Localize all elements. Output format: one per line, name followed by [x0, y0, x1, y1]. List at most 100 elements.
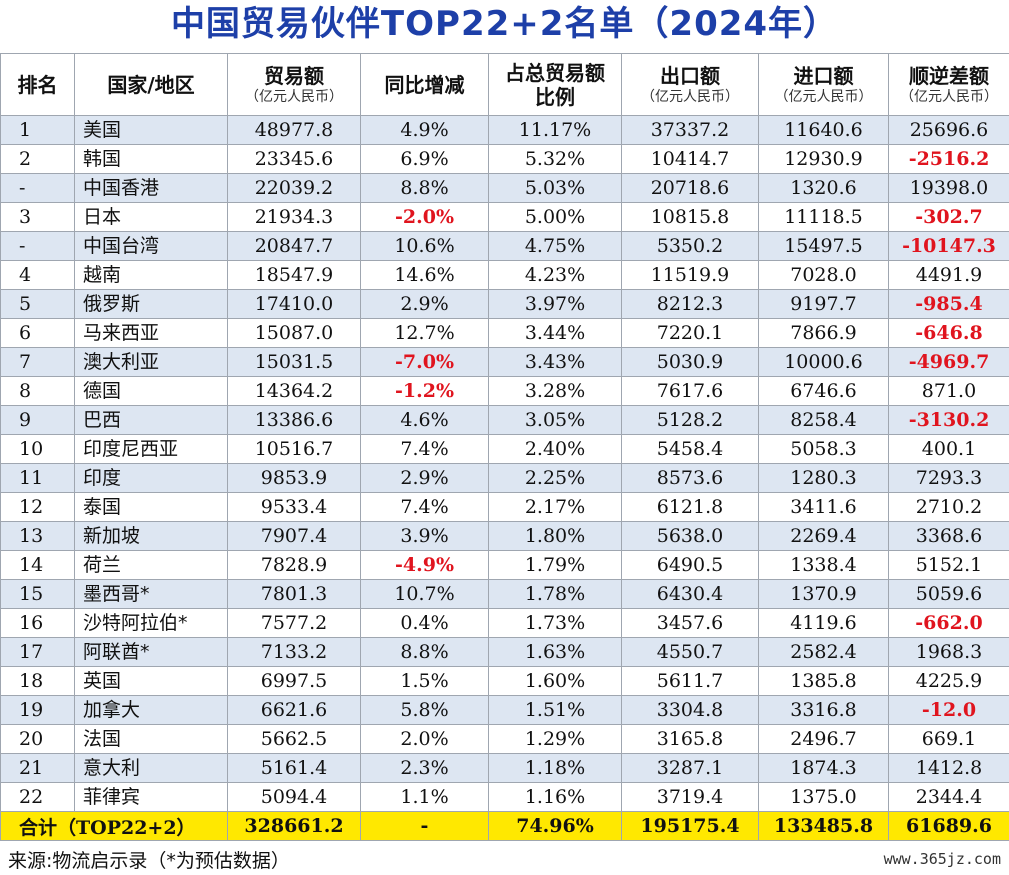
cell-share: 1.63% [488, 637, 622, 667]
cell-import: 2269.4 [758, 521, 889, 551]
cell-yoy: 2.9% [360, 463, 489, 493]
cell-import: 15497.5 [758, 231, 889, 261]
cell-export: 5638.0 [621, 521, 759, 551]
table-row: 22 菲律宾 5094.4 1.1% 1.16% 3719.4 1375.0 2344.4 [0, 782, 1009, 812]
cell-import: 4119.6 [758, 608, 889, 638]
source-note: 来源:物流启示录（*为预估数据） [8, 850, 290, 872]
cell-balance: -4969.7 [888, 347, 1009, 377]
table-row: 14 荷兰 7828.9 -4.9% 1.79% 6490.5 1338.4 5152.1 [0, 550, 1009, 580]
table-row: 13 新加坡 7907.4 3.9% 1.80% 5638.0 2269.4 3368.6 [0, 521, 1009, 551]
cell-export: 8573.6 [621, 463, 759, 493]
cell-export: 11519.9 [621, 260, 759, 290]
cell-balance: 5152.1 [888, 550, 1009, 580]
cell-share: 1.51% [488, 695, 622, 725]
cell-trade: 15031.5 [227, 347, 361, 377]
cell-import: 7866.9 [758, 318, 889, 348]
total-share: 74.96% [488, 811, 622, 841]
cell-yoy: -4.9% [360, 550, 489, 580]
cell-rank: 13 [0, 521, 75, 551]
total-yoy: - [360, 811, 489, 841]
cell-import: 11640.6 [758, 115, 889, 145]
cell-export: 3719.4 [621, 782, 759, 812]
total-trade: 328661.2 [227, 811, 361, 841]
cell-name: 意大利 [74, 753, 228, 783]
cell-import: 2496.7 [758, 724, 889, 754]
cell-share: 4.23% [488, 260, 622, 290]
page-title: 中国贸易伙伴TOP22+2名单（2024年） [170, 4, 839, 44]
header-trade: 贸易额 （亿元人民币） [227, 53, 361, 116]
cell-trade: 20847.7 [227, 231, 361, 261]
table-row: 6 马来西亚 15087.0 12.7% 3.44% 7220.1 7866.9 -646.8 [0, 318, 1009, 348]
cell-rank: 3 [0, 202, 75, 232]
cell-share: 3.05% [488, 405, 622, 435]
cell-yoy: 7.4% [360, 434, 489, 464]
cell-name: 加拿大 [74, 695, 228, 725]
cell-name: 英国 [74, 666, 228, 696]
cell-trade: 6621.6 [227, 695, 361, 725]
cell-export: 20718.6 [621, 173, 759, 203]
cell-trade: 17410.0 [227, 289, 361, 319]
cell-rank: - [0, 231, 75, 261]
table-row: - 中国台湾 20847.7 10.6% 4.75% 5350.2 15497.5 -1014… [0, 231, 1009, 261]
cell-yoy: 7.4% [360, 492, 489, 522]
cell-yoy: 4.9% [360, 115, 489, 145]
cell-balance: -3130.2 [888, 405, 1009, 435]
cell-share: 2.25% [488, 463, 622, 493]
table-row: 17 阿联酋* 7133.2 8.8% 1.63% 4550.7 2582.4 1968.3 [0, 637, 1009, 667]
cell-export: 3287.1 [621, 753, 759, 783]
cell-trade: 13386.6 [227, 405, 361, 435]
header-rank: 排名 [0, 53, 75, 116]
cell-name: 澳大利亚 [74, 347, 228, 377]
cell-share: 3.44% [488, 318, 622, 348]
cell-yoy: 4.6% [360, 405, 489, 435]
cell-import: 2582.4 [758, 637, 889, 667]
total-balance: 61689.6 [888, 811, 1009, 841]
cell-balance: 669.1 [888, 724, 1009, 754]
cell-share: 3.28% [488, 376, 622, 406]
cell-yoy: 2.0% [360, 724, 489, 754]
cell-import: 1385.8 [758, 666, 889, 696]
table-row: 8 德国 14364.2 -1.2% 3.28% 7617.6 6746.6 871.0 [0, 376, 1009, 406]
cell-balance: 2344.4 [888, 782, 1009, 812]
cell-export: 10414.7 [621, 144, 759, 174]
table-row: 10 印度尼西亚 10516.7 7.4% 2.40% 5458.4 5058.3 400.1 [0, 434, 1009, 464]
cell-export: 3165.8 [621, 724, 759, 754]
cell-balance: -662.0 [888, 608, 1009, 638]
cell-export: 8212.3 [621, 289, 759, 319]
cell-yoy: -2.0% [360, 202, 489, 232]
cell-balance: -12.0 [888, 695, 1009, 725]
cell-name: 日本 [74, 202, 228, 232]
cell-rank: 9 [0, 405, 75, 435]
cell-import: 1874.3 [758, 753, 889, 783]
cell-import: 1320.6 [758, 173, 889, 203]
cell-import: 1375.0 [758, 782, 889, 812]
cell-name: 印度尼西亚 [74, 434, 228, 464]
cell-yoy: -1.2% [360, 376, 489, 406]
header-import-unit: （亿元人民币） [774, 88, 873, 105]
cell-rank: 17 [0, 637, 75, 667]
cell-share: 2.17% [488, 492, 622, 522]
cell-name: 越南 [74, 260, 228, 290]
cell-balance: -2516.2 [888, 144, 1009, 174]
cell-export: 5350.2 [621, 231, 759, 261]
cell-name: 菲律宾 [74, 782, 228, 812]
total-label: 合计（TOP22+2） [0, 811, 228, 841]
cell-import: 1370.9 [758, 579, 889, 609]
cell-rank: 22 [0, 782, 75, 812]
header-trade-unit: （亿元人民币） [245, 88, 343, 105]
cell-yoy: 8.8% [360, 637, 489, 667]
cell-export: 5128.2 [621, 405, 759, 435]
cell-export: 10815.8 [621, 202, 759, 232]
cell-share: 1.80% [488, 521, 622, 551]
cell-trade: 7907.4 [227, 521, 361, 551]
cell-yoy: 10.7% [360, 579, 489, 609]
header-import: 进口额 （亿元人民币） [758, 53, 889, 116]
total-export: 195175.4 [621, 811, 759, 841]
table-row: 2 韩国 23345.6 6.9% 5.32% 10414.7 12930.9 -2516.2 [0, 144, 1009, 174]
cell-rank: 10 [0, 434, 75, 464]
cell-rank: 7 [0, 347, 75, 377]
cell-trade: 6997.5 [227, 666, 361, 696]
cell-export: 7617.6 [621, 376, 759, 406]
header-name: 国家/地区 [74, 53, 228, 116]
cell-trade: 7577.2 [227, 608, 361, 638]
